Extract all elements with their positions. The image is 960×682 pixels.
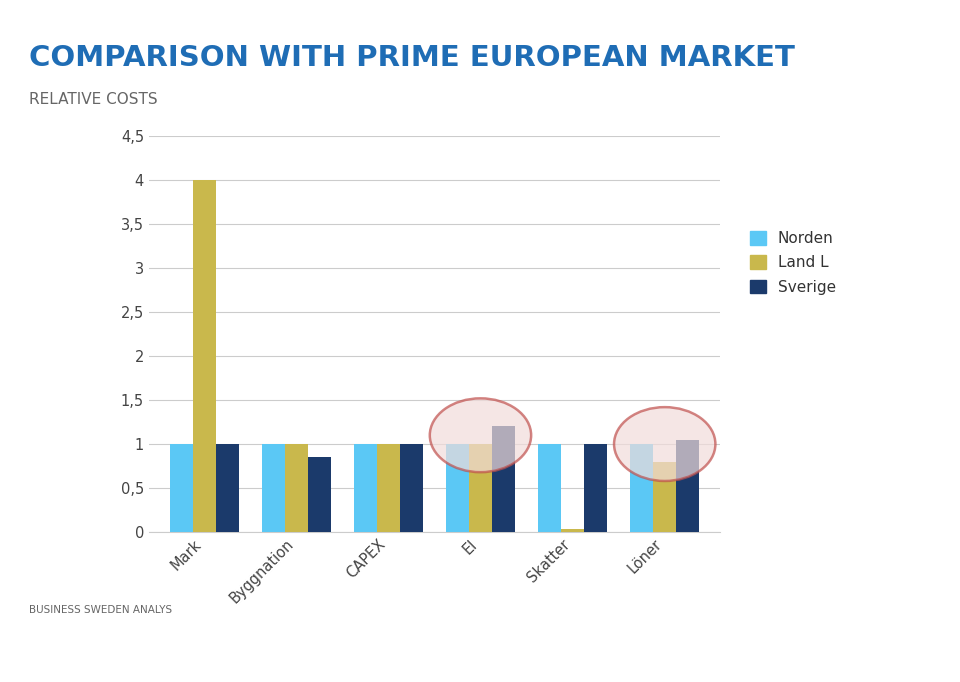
Ellipse shape	[430, 398, 531, 472]
Bar	[193, 180, 216, 532]
Ellipse shape	[614, 407, 715, 481]
Text: COMPARISON WITH PRIME EUROPEAN MARKET: COMPARISON WITH PRIME EUROPEAN MARKET	[29, 44, 795, 72]
Bar	[285, 444, 308, 532]
Text: RELATIVE COSTS: RELATIVE COSTS	[29, 92, 157, 107]
Bar	[170, 444, 193, 532]
Text: BUSINESS SWEDEN ANALYS: BUSINESS SWEDEN ANALYS	[29, 605, 172, 615]
Text: 16 SEPTEMBER, 2015     14: 16 SEPTEMBER, 2015 14	[788, 661, 946, 670]
Bar	[492, 426, 515, 532]
Text: BUSINESS SWEDEN: BUSINESS SWEDEN	[14, 661, 127, 670]
Bar	[400, 444, 423, 532]
Bar	[468, 444, 492, 532]
Bar	[584, 444, 607, 532]
Bar	[262, 444, 285, 532]
Legend: Norden, Land L, Sverige: Norden, Land L, Sverige	[751, 231, 836, 295]
Bar	[377, 444, 400, 532]
Bar	[561, 529, 584, 532]
Bar	[216, 444, 239, 532]
Bar	[308, 457, 331, 532]
Bar	[653, 462, 676, 532]
Bar	[630, 444, 653, 532]
Bar	[354, 444, 377, 532]
Bar	[676, 440, 699, 532]
Bar	[538, 444, 561, 532]
Bar	[445, 444, 468, 532]
